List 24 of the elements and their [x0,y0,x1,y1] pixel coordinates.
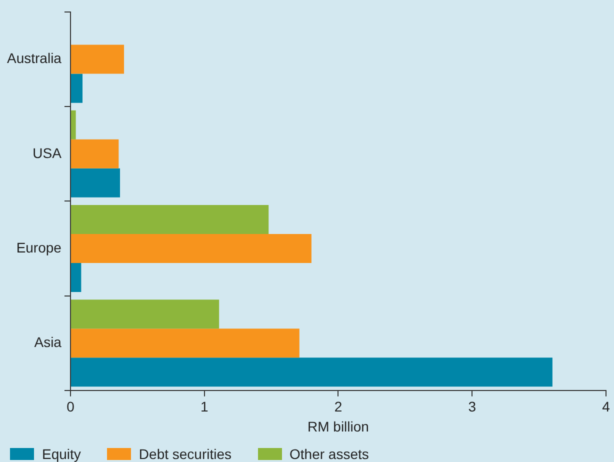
y-tick-label: USA [32,144,62,161]
bar [70,358,552,387]
bar [70,328,300,358]
y-tick-label: Asia [34,334,62,350]
legend-label: Other assets [290,446,369,462]
bar [70,263,82,292]
bar [70,110,76,140]
bar [70,139,119,168]
x-tick-label: 0 [66,398,75,415]
x-tick-label: 4 [602,398,610,415]
bar [70,74,83,103]
y-tick-label: Europe [16,239,62,256]
bar [70,300,220,329]
x-tick-label: 1 [200,398,208,415]
bar [70,44,124,74]
bar [70,168,120,198]
x-tick-label: 2 [334,398,342,415]
legend-label: Debt securities [138,446,232,462]
bar [70,234,312,264]
x-tick-label: 3 [468,398,476,415]
x-axis-title: RM billion [308,418,369,434]
legend-label: Equity [42,446,81,462]
bar [70,204,269,234]
y-tick-label: Australia [7,50,62,66]
